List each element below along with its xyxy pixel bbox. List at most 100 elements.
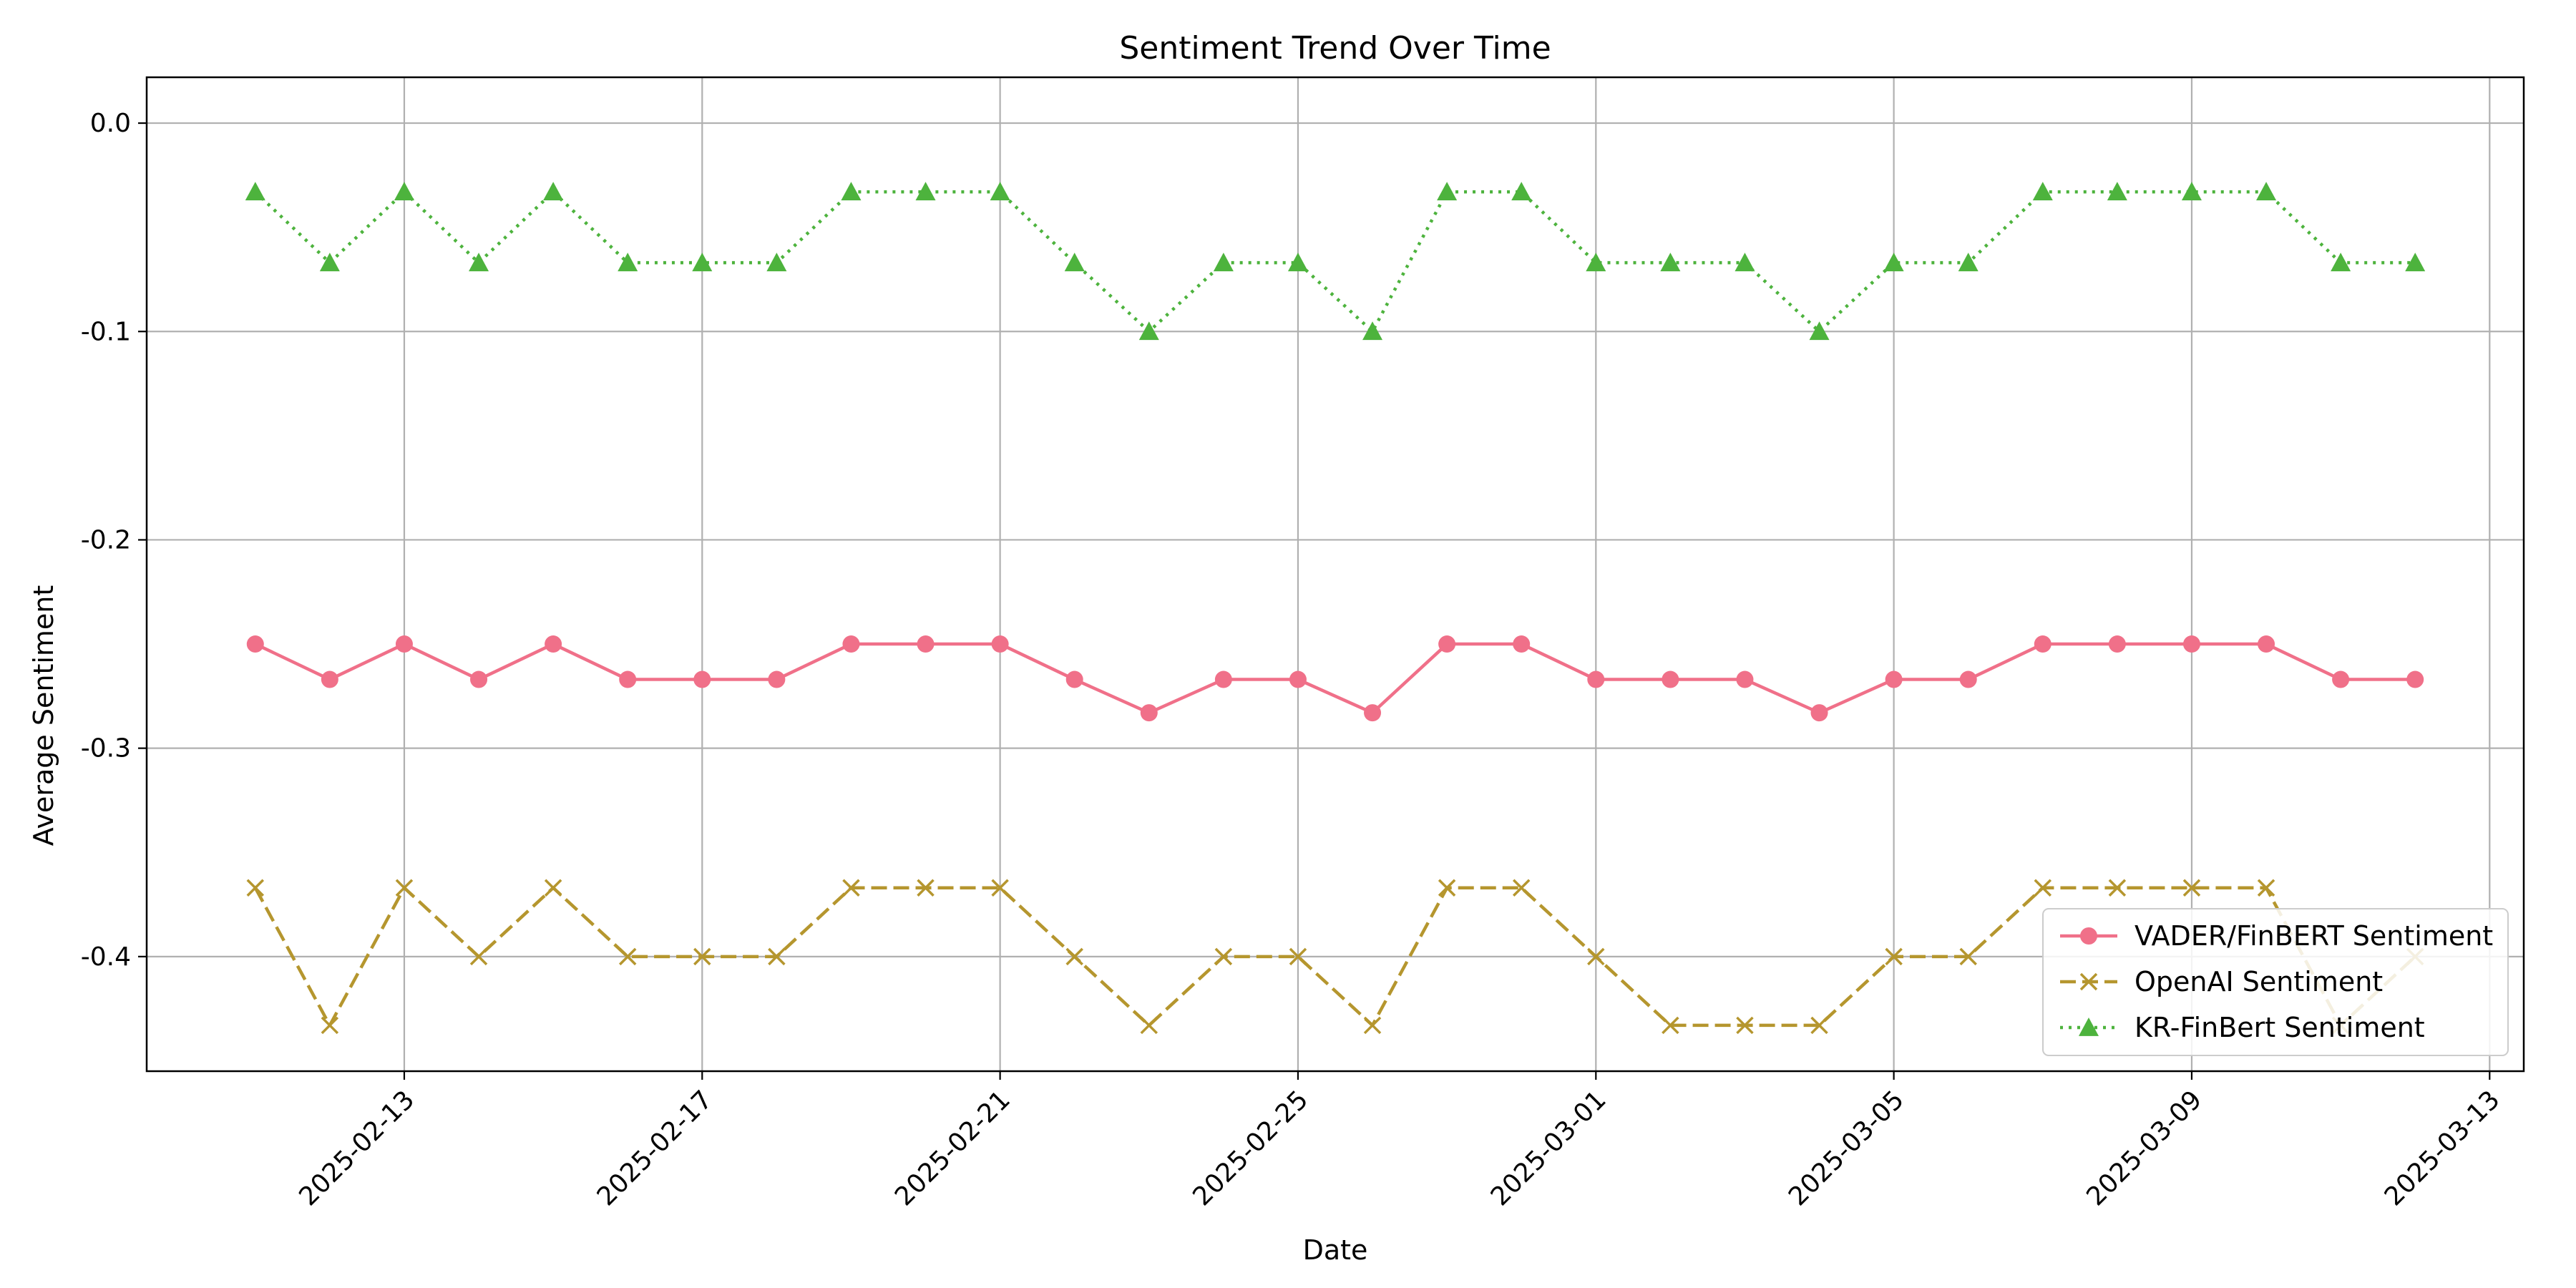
data-point [842,879,860,897]
data-point [319,253,340,272]
data-point [1140,704,1158,722]
data-point [990,182,1010,201]
data-point [1362,321,1383,341]
data-point [2034,879,2052,897]
grid-lines [147,77,2524,1071]
data-point [1662,670,1679,688]
data-point [470,670,488,688]
data-point [321,670,338,688]
data-point [1958,253,1979,272]
data-point [618,947,637,966]
data-point [1287,253,1308,272]
legend-marker [2079,1018,2099,1036]
data-point [991,879,1009,897]
chart-title: Sentiment Trend Over Time [1119,30,1551,67]
data-point [1511,182,1532,201]
data-point [693,670,711,688]
data-point [1364,704,1382,722]
data-point [543,182,564,201]
data-point [246,635,264,653]
data-point [2032,182,2053,201]
data-point [1736,1016,1754,1035]
data-point [394,182,414,201]
legend-item: OpenAI Sentiment [2060,966,2383,997]
data-point [1213,253,1234,272]
series-2 [246,879,2424,1035]
y-tick-label: 0.0 [90,109,131,138]
legend-item: VADER/FinBERT Sentiment [2060,920,2493,952]
data-point [2405,253,2426,272]
y-tick-label: -0.2 [81,525,131,555]
series-line [253,886,2416,1028]
data-point [1587,670,1605,688]
data-point [693,947,711,966]
data-point [2258,635,2275,653]
data-point [2332,670,2350,688]
data-point [1810,1016,1828,1035]
data-point [321,1016,339,1035]
data-point [1438,635,1456,653]
legend-label: OpenAI Sentiment [2135,966,2383,997]
data-point [469,947,488,966]
data-point [1512,879,1531,897]
data-point [1586,253,1606,272]
legend-marker [2079,972,2098,991]
data-point [1437,182,1458,201]
data-point [1587,947,1605,966]
data-point [395,879,414,897]
data-point [469,253,489,272]
data-point [768,670,786,688]
legend-box [2042,908,2509,1056]
data-point [395,635,413,653]
legend-marker [2080,927,2097,945]
data-point [545,635,562,653]
data-point [1065,947,1083,966]
data-point [1064,253,1085,272]
data-point [917,879,935,897]
data-point [2108,879,2127,897]
series-line [254,642,2416,715]
data-point [991,635,1009,653]
series-3 [245,182,2426,341]
data-point [2257,879,2275,897]
data-point [1735,253,1755,272]
y-tick-label: -0.1 [81,317,131,346]
data-point [917,635,935,653]
y-axis-label: Average Sentiment [28,585,59,847]
data-point [766,253,787,272]
data-point [1959,670,1977,688]
data-point [1140,1016,1158,1035]
data-point [1289,947,1307,966]
data-point [2406,670,2424,688]
data-point [1662,1016,1679,1035]
data-point [2256,182,2277,201]
data-point [692,253,713,272]
plot-frame [145,76,2525,1073]
data-point [1885,670,1903,688]
data-point [2181,182,2202,201]
legend-item: KR-FinBert Sentiment [2060,1012,2425,1043]
data-point [619,670,637,688]
data-point [1363,1016,1382,1035]
data-point [544,879,562,897]
data-point [915,182,936,201]
data-point [1289,670,1307,688]
data-point [1138,321,1159,341]
y-tick-label: -0.4 [81,942,131,972]
data-point [1438,879,1456,897]
data-point [1883,253,1904,272]
data-point [1065,670,1083,688]
data-point [2182,635,2200,653]
data-point [768,947,786,966]
data-point [1513,635,1531,653]
x-axis-label: Date [1303,1234,1368,1266]
data-point [2034,635,2051,653]
data-point [841,182,862,201]
legend-label: VADER/FinBERT Sentiment [2135,920,2493,952]
data-point [1810,704,1828,722]
data-point [842,635,860,653]
data-point [1809,321,1830,341]
data-point [1214,947,1233,966]
data-point [1736,670,1754,688]
